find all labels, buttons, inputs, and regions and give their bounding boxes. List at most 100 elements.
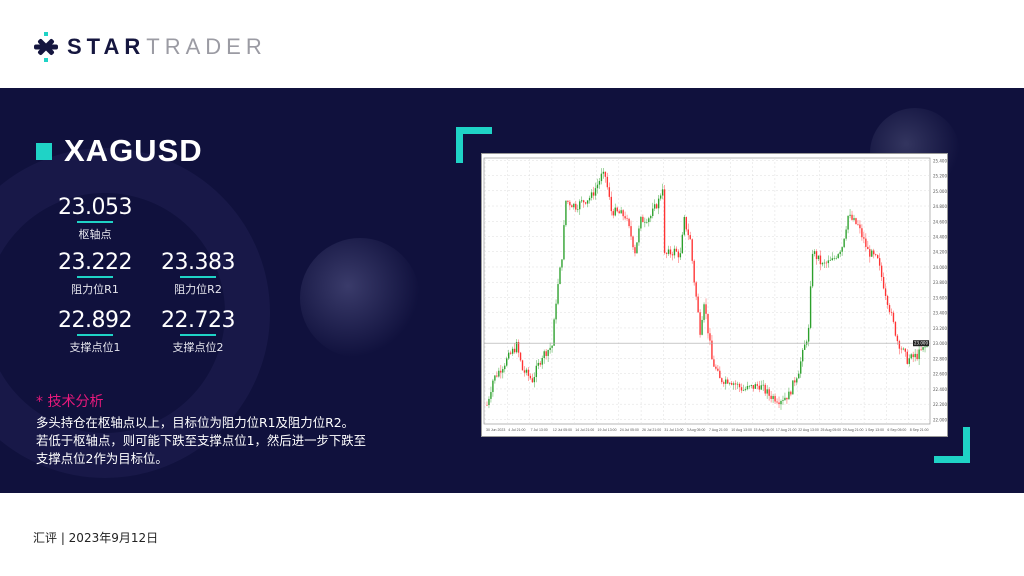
candle-body: [845, 229, 847, 239]
candle-body: [701, 319, 703, 335]
candle-body: [782, 400, 784, 402]
candle-body: [837, 254, 839, 259]
candle-body: [565, 200, 567, 226]
candle-body: [819, 255, 822, 265]
y-tick-label: 22.600: [933, 372, 947, 377]
candle-body: [650, 215, 652, 219]
candle-body: [809, 286, 812, 328]
candle-body: [600, 173, 603, 182]
candle-body: [788, 391, 790, 400]
candle-body: [902, 348, 905, 350]
candle-body: [886, 295, 889, 306]
candle-body: [646, 222, 648, 223]
candle-body: [707, 313, 709, 334]
candle-body: [729, 383, 731, 384]
candle-body: [559, 267, 561, 285]
x-tick-label: 17 Aug 21:00: [776, 428, 797, 432]
candle-body: [582, 200, 585, 203]
candle-body: [602, 171, 605, 174]
candle-body: [622, 210, 624, 217]
candle-body: [910, 354, 912, 359]
candle-body: [691, 239, 693, 261]
candle-body: [853, 218, 855, 220]
candle-body: [849, 214, 851, 216]
candle-body: [920, 349, 922, 351]
y-tick-label: 22.800: [933, 356, 947, 361]
x-tick-label: 19 Jul 13:00: [598, 428, 617, 432]
x-tick-label: 6 Sep 05:00: [887, 428, 906, 432]
analysis-line: 支撑点位2作为目标位。: [36, 451, 168, 466]
candle-body: [498, 370, 500, 377]
candle-body: [884, 288, 887, 296]
candle-body: [537, 362, 539, 366]
candle-body: [669, 249, 672, 255]
candle-body: [636, 242, 638, 254]
footer-date: 汇评 | 2023年9月12日: [33, 531, 159, 545]
candle-body: [916, 353, 918, 360]
x-tick-label: 7 Jul 13:00: [531, 428, 548, 432]
logo-text-star: STAR: [67, 34, 146, 59]
candle-body: [784, 397, 786, 401]
x-tick-label: 1 Sep 13:00: [865, 428, 884, 432]
r2-label: 阻力位R2: [174, 283, 222, 296]
candle-body: [811, 253, 814, 287]
candle-body: [764, 384, 766, 394]
candle-body: [634, 247, 636, 254]
candle-body: [711, 340, 713, 360]
y-tick-label: 23.400: [933, 311, 947, 316]
candle-body: [535, 365, 538, 378]
x-tick-label: 15 Aug 05:00: [754, 428, 775, 432]
pivot-value: 23.053: [58, 195, 132, 220]
s2-label: 支撑点位2: [172, 341, 224, 354]
candle-body: [774, 396, 776, 402]
candle-body: [577, 209, 579, 210]
candle-body: [496, 375, 498, 377]
frame-corner-tl: [456, 127, 463, 163]
candle-body: [829, 260, 832, 261]
decor-sphere: [300, 238, 420, 358]
s1-level: 22.892 支撑点位1: [40, 308, 150, 355]
candle-body: [513, 348, 516, 353]
candle-body: [882, 277, 885, 289]
candle-body: [492, 380, 494, 393]
candle-body: [504, 365, 506, 370]
candle-body: [908, 358, 910, 364]
candle-body: [685, 216, 687, 230]
candle-body: [825, 262, 828, 264]
candle-body: [732, 383, 735, 385]
s2-level: 22.723 支撑点位2: [143, 308, 253, 355]
candle-body: [494, 375, 496, 381]
candle-body: [592, 192, 595, 196]
candle-body: [756, 384, 759, 386]
candle-body: [663, 189, 666, 253]
price-chart: 22.000 22.200 22.400 22.600 22.800 23.000 23.2…: [481, 153, 948, 437]
candle-body: [888, 305, 891, 312]
candle-body: [744, 389, 747, 391]
candle-body: [817, 255, 820, 260]
candle-body: [754, 384, 757, 389]
analysis-line: 多头持仓在枢轴点以上，目标位为阻力位R1及阻力位R2。: [36, 415, 354, 430]
candle-body: [549, 347, 551, 350]
symbol-marker: [36, 143, 52, 160]
y-tick-label: 25.200: [933, 174, 947, 179]
candle-body: [924, 346, 926, 348]
candle-body: [760, 385, 762, 390]
candle-body: [553, 319, 555, 346]
r2-level: 23.383 阻力位R2: [143, 250, 253, 297]
candle-body: [780, 401, 782, 405]
candle-body: [616, 207, 618, 212]
current-price-tag: [913, 340, 929, 347]
pivot-level: 23.053 枢轴点: [40, 195, 150, 242]
candle-body: [914, 353, 916, 358]
candle-body: [642, 216, 644, 223]
candle-body: [606, 176, 609, 188]
candle-body: [608, 187, 611, 197]
candle-body: [659, 195, 662, 199]
candle-body: [794, 380, 796, 383]
candle-body: [800, 361, 802, 374]
s1-value: 22.892: [58, 308, 132, 333]
candle-body: [918, 349, 920, 360]
candle-body: [490, 392, 492, 399]
s1-label: 支撑点位1: [69, 341, 121, 354]
candle-body: [640, 216, 642, 229]
